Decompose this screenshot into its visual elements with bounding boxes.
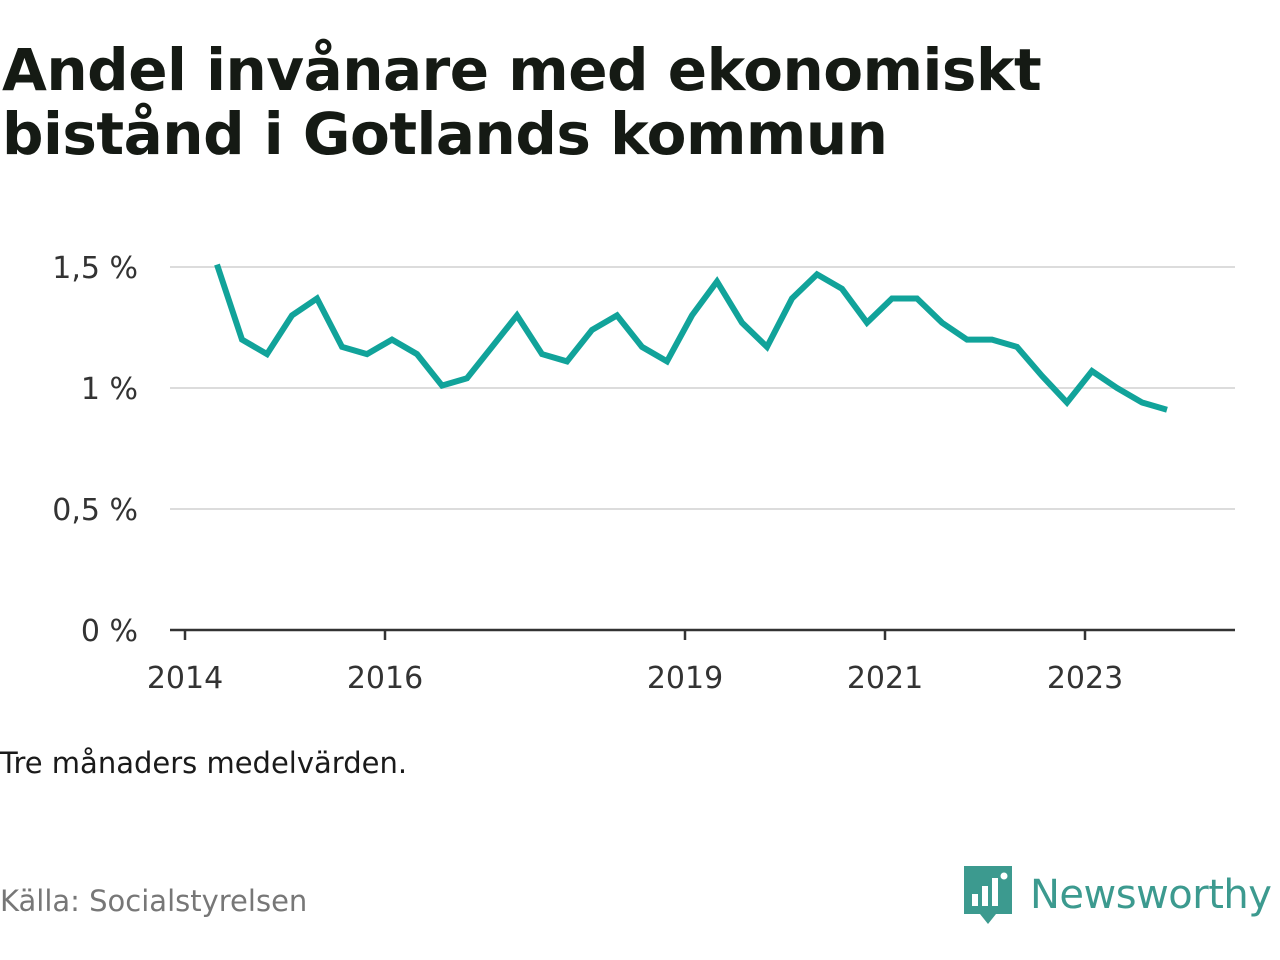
line-chart: 0 % 0,5 % 1 % 1,5 % 2014 2016 2019 2021 2023 [52,251,1235,696]
y-tick-label: 1,5 % [52,251,138,286]
gridlines [170,266,1235,510]
newsworthy-logo-icon [964,866,1012,924]
y-tick-label: 0 % [81,614,138,649]
x-tick-label: 2023 [1047,661,1123,696]
chart-note: Tre månaders medelvärden. [0,746,408,780]
brand-logo: Newsworthy [962,864,1272,926]
x-tick-label: 2014 [147,661,223,696]
series-lines [214,263,1168,413]
x-axis: 2014 2016 2019 2021 2023 [147,628,1235,696]
x-tick-label: 2021 [847,661,923,696]
source-credit: Källa: Socialstyrelsen [0,884,308,918]
x-tick-label: 2019 [647,661,723,696]
y-axis-ticks: 0 % 0,5 % 1 % 1,5 % [52,251,138,649]
series-line [214,263,1168,413]
chart-title: Andel invånare med ekonomiskt bistånd i … [2,36,1042,168]
y-tick-label: 1 % [81,372,138,407]
brand-name: Newsworthy [1030,872,1272,918]
x-tick-label: 2016 [347,661,423,696]
y-tick-label: 0,5 % [52,493,138,528]
